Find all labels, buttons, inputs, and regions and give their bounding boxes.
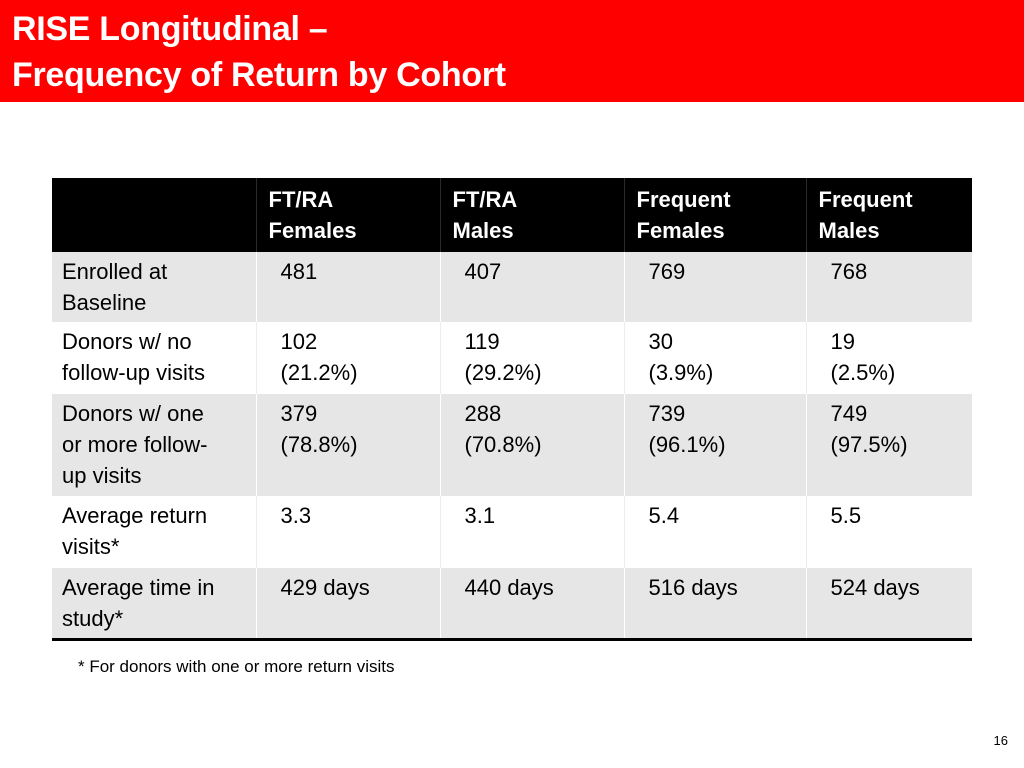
header-ftra-males: FT/RA Males: [439, 178, 624, 252]
table-cell: 30 (3.9%): [623, 322, 806, 394]
table-row-enrolled-baseline: Enrolled at Baseline 481 407 769 768: [52, 252, 972, 322]
row-label-text: Average return: [62, 503, 208, 528]
table-cell: 288 (70.8%): [439, 394, 624, 496]
cell-count: 379: [280, 401, 318, 426]
header-text: Males: [818, 218, 880, 243]
table-cell: 429 days: [255, 568, 440, 641]
table-row-one-or-more-followup: Donors w/ one or more follow- up visits …: [52, 394, 972, 496]
table-cell: 119 (29.2%): [439, 322, 624, 394]
row-label-text: Baseline: [62, 290, 147, 315]
header-frequent-males: Frequent Males: [805, 178, 972, 252]
cell-text: 5.4: [648, 503, 680, 528]
cell-text: 407: [464, 259, 502, 284]
cell-count: 119: [464, 329, 500, 354]
cell-count: 102: [280, 329, 318, 354]
cell-text: 3.3: [280, 503, 312, 528]
cell-text: 440 days: [464, 575, 554, 600]
row-label-text: Donors w/ one: [62, 401, 204, 426]
table-cell: 379 (78.8%): [255, 394, 440, 496]
cell-text: 5.5: [830, 503, 862, 528]
header-corner-cell: [52, 178, 256, 252]
header-text: FT/RA: [268, 187, 334, 212]
row-label: Enrolled at Baseline: [52, 252, 256, 322]
row-label-text: up visits: [62, 463, 142, 488]
table-cell: 5.5: [805, 496, 972, 568]
table-cell: 749 (97.5%): [805, 394, 972, 496]
cell-count: 749: [830, 401, 868, 426]
cell-text: 769: [648, 259, 686, 284]
table-cell: 739 (96.1%): [623, 394, 806, 496]
cell-count: 30: [648, 329, 673, 354]
row-label-text: Average time in: [62, 575, 215, 600]
row-label-text: or more follow-: [62, 432, 208, 457]
row-label-text: study*: [62, 606, 124, 631]
cell-percent: (29.2%): [464, 360, 542, 385]
cell-text: 516 days: [648, 575, 738, 600]
table-cell: 5.4: [623, 496, 806, 568]
table-cell: 19 (2.5%): [805, 322, 972, 394]
header-frequent-females: Frequent Females: [623, 178, 806, 252]
cell-count: 288: [464, 401, 502, 426]
title-bar: RISE Longitudinal – Frequency of Return …: [0, 0, 1024, 102]
header-text: Males: [452, 218, 514, 243]
row-label: Donors w/ no follow-up visits: [52, 322, 256, 394]
table-cell: 516 days: [623, 568, 806, 641]
cell-percent: (2.5%): [830, 360, 896, 385]
row-label-text: visits*: [62, 534, 120, 559]
table-cell: 524 days: [805, 568, 972, 641]
cell-percent: (21.2%): [280, 360, 358, 385]
row-label-text: Enrolled at: [62, 259, 168, 284]
cohort-return-table: FT/RA Females FT/RA Males Frequent Femal…: [52, 178, 972, 641]
header-text: Females: [268, 218, 357, 243]
cell-text: 481: [280, 259, 318, 284]
table-row-no-followup: Donors w/ no follow-up visits 102 (21.2%…: [52, 322, 972, 394]
cell-text: 768: [830, 259, 868, 284]
page-number: 16: [993, 733, 1008, 748]
cell-text: 524 days: [830, 575, 920, 600]
cell-count: 19: [830, 329, 855, 354]
header-ftra-females: FT/RA Females: [255, 178, 440, 252]
row-label: Donors w/ one or more follow- up visits: [52, 394, 256, 496]
table-cell: 769: [623, 252, 806, 322]
cell-percent: (78.8%): [280, 432, 358, 457]
cell-percent: (97.5%): [830, 432, 908, 457]
row-label-text: Donors w/ no: [62, 329, 192, 354]
header-text: FT/RA: [452, 187, 518, 212]
table-cell: 3.3: [255, 496, 440, 568]
cell-percent: (70.8%): [464, 432, 542, 457]
table-header-row: FT/RA Females FT/RA Males Frequent Femal…: [52, 178, 972, 252]
cell-percent: (96.1%): [648, 432, 726, 457]
table-cell: 768: [805, 252, 972, 322]
header-text: Frequent: [818, 187, 913, 212]
table-footnote: * For donors with one or more return vis…: [78, 657, 395, 676]
table-row-average-time-in-study: Average time in study* 429 days 440 days…: [52, 568, 972, 641]
row-label: Average time in study*: [52, 568, 256, 641]
table-cell: 3.1: [439, 496, 624, 568]
cell-text: 429 days: [280, 575, 370, 600]
table-cell: 102 (21.2%): [255, 322, 440, 394]
row-label: Average return visits*: [52, 496, 256, 568]
table-row-average-return-visits: Average return visits* 3.3 3.1 5.4 5.5: [52, 496, 972, 568]
cell-count: 739: [648, 401, 686, 426]
cell-percent: (3.9%): [648, 360, 714, 385]
table-cell: 481: [255, 252, 440, 322]
table-cell: 440 days: [439, 568, 624, 641]
row-label-text: follow-up visits: [62, 360, 206, 385]
slide-title-line-2: Frequency of Return by Cohort: [12, 56, 506, 94]
table-cell: 407: [439, 252, 624, 322]
header-text: Frequent: [636, 187, 731, 212]
cell-text: 3.1: [464, 503, 496, 528]
slide-title-line-1: RISE Longitudinal –: [12, 10, 328, 48]
header-text: Females: [636, 218, 725, 243]
